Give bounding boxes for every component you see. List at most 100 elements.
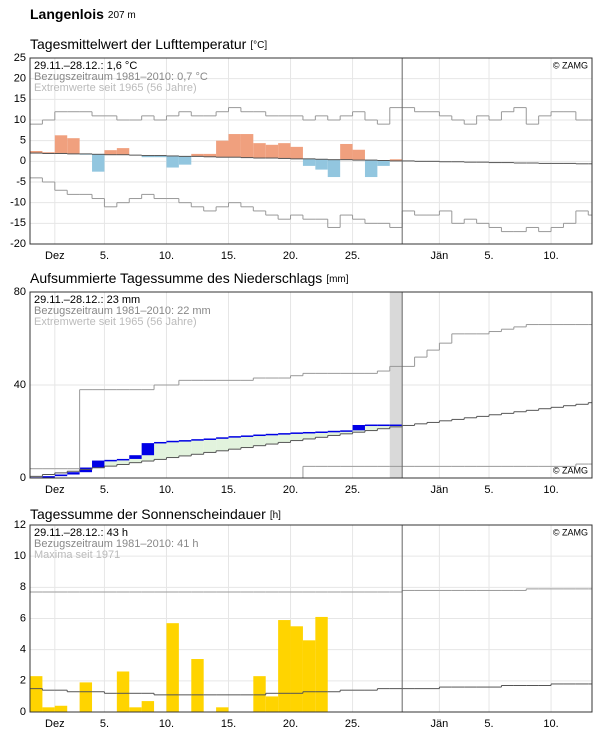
deviation-bar xyxy=(389,159,403,161)
daily-increment xyxy=(178,440,192,442)
plot-area xyxy=(30,107,592,233)
deviation-bar xyxy=(377,160,390,166)
excess-area xyxy=(364,424,378,431)
x-tick-label: 5. xyxy=(484,718,493,729)
y-tick-label: 15 xyxy=(14,93,26,105)
deviation-bar xyxy=(364,160,378,178)
y-tick-label: 12 xyxy=(14,519,26,531)
daily-increment xyxy=(104,459,117,462)
bar xyxy=(54,705,68,712)
x-tick-label: 5. xyxy=(100,250,109,262)
panel-unit: [h] xyxy=(270,510,281,521)
excess-area xyxy=(253,434,266,446)
excess-area xyxy=(154,441,167,460)
daily-increment xyxy=(290,432,303,434)
deviation-bar xyxy=(104,150,117,155)
deviation-bar xyxy=(228,134,241,158)
deviation-bar xyxy=(216,140,229,158)
excess-area xyxy=(228,436,241,450)
y-tick-label: 0 xyxy=(20,472,26,484)
x-tick-label: 10. xyxy=(543,484,558,496)
bar xyxy=(290,626,303,712)
excess-area xyxy=(203,438,217,453)
deviation-bar xyxy=(67,138,80,154)
altitude: 207 m xyxy=(108,10,136,21)
bar xyxy=(166,623,179,712)
deviation-bar xyxy=(290,146,303,159)
y-tick-label: 6 xyxy=(20,612,26,624)
deviation-bar xyxy=(352,149,365,161)
plot-frame xyxy=(29,291,593,479)
y-tick-label: 10 xyxy=(14,550,26,562)
x-tick-label: Dez xyxy=(45,250,65,262)
note: Extremwerte seit 1965 (56 Jahre) xyxy=(34,82,197,94)
y-tick-label: 2 xyxy=(20,675,26,687)
current-day-band xyxy=(389,292,403,478)
x-tick-label: 10. xyxy=(159,718,174,729)
x-tick-label: 15. xyxy=(221,718,236,729)
excess-area xyxy=(116,458,130,465)
deviation-bar xyxy=(265,144,279,159)
source: © ZAMG xyxy=(553,527,588,537)
deviation-bar xyxy=(340,143,353,160)
x-tick-label: 25. xyxy=(345,718,360,729)
y-tick-label: -10 xyxy=(10,197,26,209)
note: 29.11.–28.12.: 43 h xyxy=(34,527,128,539)
panel-title: Aufsummierte Tagessumme des Niederschlag… xyxy=(30,270,349,286)
x-tick-label: 5. xyxy=(484,250,493,262)
plot-area xyxy=(30,588,592,712)
plot-frame xyxy=(29,57,593,245)
excess-area xyxy=(278,433,291,443)
panel-unit: [°C] xyxy=(250,40,267,51)
bar xyxy=(302,640,316,712)
deviation-bar xyxy=(116,148,130,155)
daily-increment xyxy=(352,424,365,431)
panel-title: Tagesmittelwert der Lufttemperatur [°C] xyxy=(30,36,267,52)
y-tick-label: 0 xyxy=(20,155,26,167)
x-tick-label: Jän xyxy=(431,250,449,262)
excess-area xyxy=(340,430,353,434)
deviation-bar xyxy=(203,153,217,157)
source: © ZAMG xyxy=(553,465,588,475)
x-tick-label: 5. xyxy=(100,718,109,729)
excess-area xyxy=(302,431,316,439)
y-tick-label: 80 xyxy=(14,286,26,298)
bar xyxy=(253,676,266,712)
station-name: Langenlois xyxy=(30,6,104,22)
excess-area xyxy=(377,424,390,429)
header: Langenlois 207 m xyxy=(30,6,136,22)
x-tick-label: Dez xyxy=(45,718,65,729)
note: Bezugszeitraum 1981–2010: 0,7 °C xyxy=(34,71,208,83)
note: Bezugszeitraum 1981–2010: 22 mm xyxy=(34,305,211,317)
deviation-bar xyxy=(178,156,192,165)
daily-increment xyxy=(67,472,80,475)
note: Maxima seit 1971 xyxy=(34,549,120,561)
daily-increment xyxy=(265,433,279,436)
bar xyxy=(191,659,204,712)
panel-title-text: Tagessumme der Sonnenscheindauer xyxy=(30,506,266,522)
bar xyxy=(216,707,229,712)
bar xyxy=(141,701,155,712)
daily-increment xyxy=(191,439,204,441)
x-tick-label: 20. xyxy=(283,250,298,262)
deviation-bar xyxy=(141,155,155,158)
daily-increment xyxy=(315,431,328,433)
excess-area xyxy=(191,439,204,455)
x-tick-label: 20. xyxy=(283,718,298,729)
x-tick-label: 5. xyxy=(100,484,109,496)
x-tick-label: Dez xyxy=(45,484,65,496)
deviation-bar xyxy=(154,155,167,158)
daily-increment xyxy=(92,460,105,468)
note: Bezugszeitraum 1981–2010: 41 h xyxy=(34,538,199,550)
y-tick-label: 40 xyxy=(14,379,26,391)
daily-increment xyxy=(389,424,403,427)
daily-increment xyxy=(216,437,229,439)
y-tick-label: -15 xyxy=(10,217,26,229)
daily-increment xyxy=(129,455,142,459)
bar xyxy=(79,682,93,712)
deviation-bar xyxy=(30,151,43,154)
deviation-bar xyxy=(42,152,55,154)
x-tick-label: 10. xyxy=(543,718,558,729)
x-tick-label: 25. xyxy=(345,484,360,496)
panel-title-text: Tagesmittelwert der Lufttemperatur xyxy=(30,36,247,52)
